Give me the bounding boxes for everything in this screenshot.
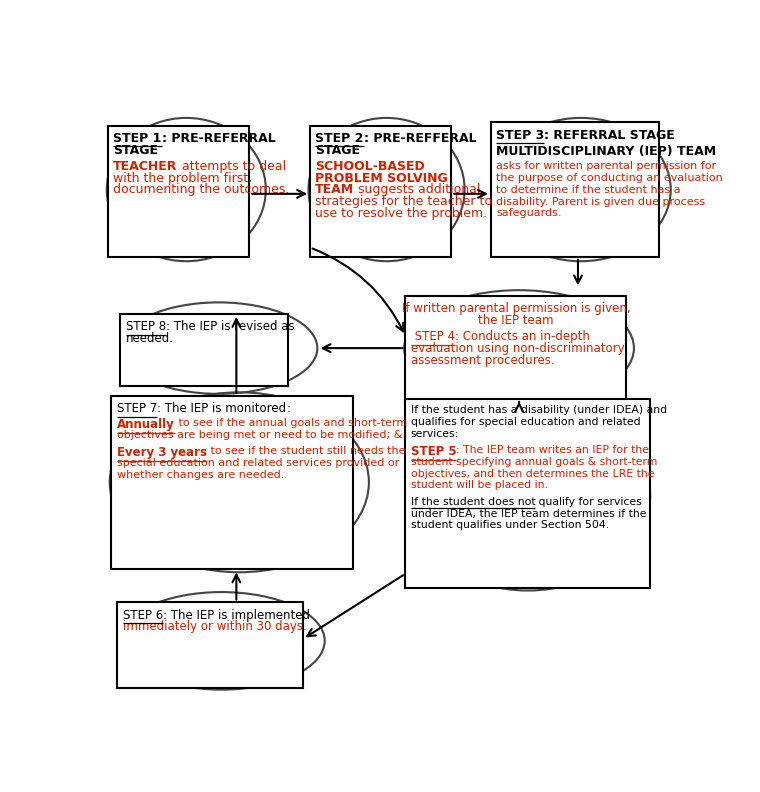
Text: the IEP team: the IEP team [478, 314, 553, 327]
Text: strategies for the teacher to: strategies for the teacher to [315, 196, 492, 208]
Text: STEP 6: STEP 6 [122, 608, 163, 622]
Text: PROBLEM SOLVING: PROBLEM SOLVING [315, 172, 448, 185]
Text: asks for written parental permission for: asks for written parental permission for [496, 161, 716, 171]
Text: to see if the annual goals and short-term: to see if the annual goals and short-ter… [175, 418, 407, 428]
Bar [405, 296, 626, 405]
Text: : PRE-REFFERAL: : PRE-REFFERAL [364, 131, 477, 145]
Bar [310, 125, 451, 257]
Text: STEP 5: STEP 5 [410, 445, 456, 458]
Text: student will be placed in.: student will be placed in. [410, 481, 547, 490]
Text: If written parental permission is given,: If written parental permission is given, [401, 303, 630, 315]
Text: : REFERRAL STAGE: : REFERRAL STAGE [544, 128, 675, 142]
Text: immediately or within 30 days.: immediately or within 30 days. [122, 620, 306, 634]
Text: Every 3 years: Every 3 years [117, 446, 207, 459]
Text: STEP 7: STEP 7 [117, 402, 157, 415]
Text: : PRE-REFERRAL: : PRE-REFERRAL [162, 131, 275, 145]
Text: assessment procedures.: assessment procedures. [410, 354, 554, 367]
Text: whether changes are needed.: whether changes are needed. [117, 470, 284, 480]
Text: special education and related services provided or: special education and related services p… [117, 458, 399, 468]
Text: : The IEP is revised as: : The IEP is revised as [166, 320, 294, 333]
Text: TEACHER: TEACHER [113, 160, 178, 173]
Text: disability. Parent is given due process: disability. Parent is given due process [496, 196, 705, 207]
Text: STEP 3: STEP 3 [496, 128, 544, 142]
Text: STAGE: STAGE [315, 143, 360, 157]
Bar [117, 603, 303, 687]
Text: objectives, and then determines the LRE the: objectives, and then determines the LRE … [410, 469, 654, 478]
Text: MULTIDISCIPLINARY (IEP) TEAM: MULTIDISCIPLINARY (IEP) TEAM [496, 145, 716, 158]
Text: Annually: Annually [117, 418, 175, 431]
Text: qualify for services: qualify for services [535, 497, 642, 507]
Text: to see if the student still needs the: to see if the student still needs the [207, 446, 405, 456]
Text: TEAM: TEAM [315, 184, 354, 196]
Text: STEP 2: STEP 2 [315, 131, 364, 145]
Text: student specifying annual goals & short-term: student specifying annual goals & short-… [410, 457, 657, 466]
Text: with the problem first,: with the problem first, [113, 172, 252, 185]
Text: the purpose of conducting an evaluation: the purpose of conducting an evaluation [496, 173, 723, 183]
Bar [491, 123, 659, 257]
Text: safeguards.: safeguards. [496, 208, 562, 219]
Bar [405, 398, 650, 588]
Text: STAGE: STAGE [113, 143, 158, 157]
Text: STEP 4: STEP 4 [410, 330, 454, 344]
Text: If the student does not: If the student does not [410, 497, 535, 507]
Text: STEP 8: STEP 8 [125, 320, 166, 333]
Text: suggests additional: suggests additional [354, 184, 481, 196]
Bar [112, 396, 353, 569]
Text: : Conducts an in-depth: : Conducts an in-depth [454, 330, 590, 344]
Text: objectives are being met or need to be modified; &: objectives are being met or need to be m… [117, 430, 402, 440]
Text: to determine if the student has a: to determine if the student has a [496, 185, 681, 195]
Text: use to resolve the problem.: use to resolve the problem. [315, 208, 487, 220]
Text: : The IEP is implemented: : The IEP is implemented [163, 608, 310, 622]
Text: documenting the outcomes.: documenting the outcomes. [113, 184, 290, 196]
Text: student qualifies under Section 504.: student qualifies under Section 504. [410, 520, 609, 531]
Text: needed.: needed. [125, 332, 173, 345]
Text: STEP 1: STEP 1 [113, 131, 162, 145]
Bar [120, 314, 288, 386]
Bar [108, 125, 249, 257]
Text: attempts to deal: attempts to deal [178, 160, 286, 173]
Text: : The IEP is monitored: : The IEP is monitored [157, 402, 287, 415]
Text: qualifies for special education and related: qualifies for special education and rela… [410, 417, 641, 427]
Text: If the student has a disability (under IDEA) and: If the student has a disability (under I… [410, 405, 667, 415]
Text: services:: services: [410, 428, 459, 439]
Text: : The IEP team writes an IEP for the: : The IEP team writes an IEP for the [456, 445, 649, 455]
Text: evaluation using non-discriminatory: evaluation using non-discriminatory [410, 342, 624, 356]
Text: SCHOOL-BASED: SCHOOL-BASED [315, 160, 425, 173]
Text: :: : [287, 402, 290, 415]
Text: under IDEA, the IEP team determines if the: under IDEA, the IEP team determines if t… [410, 508, 646, 519]
